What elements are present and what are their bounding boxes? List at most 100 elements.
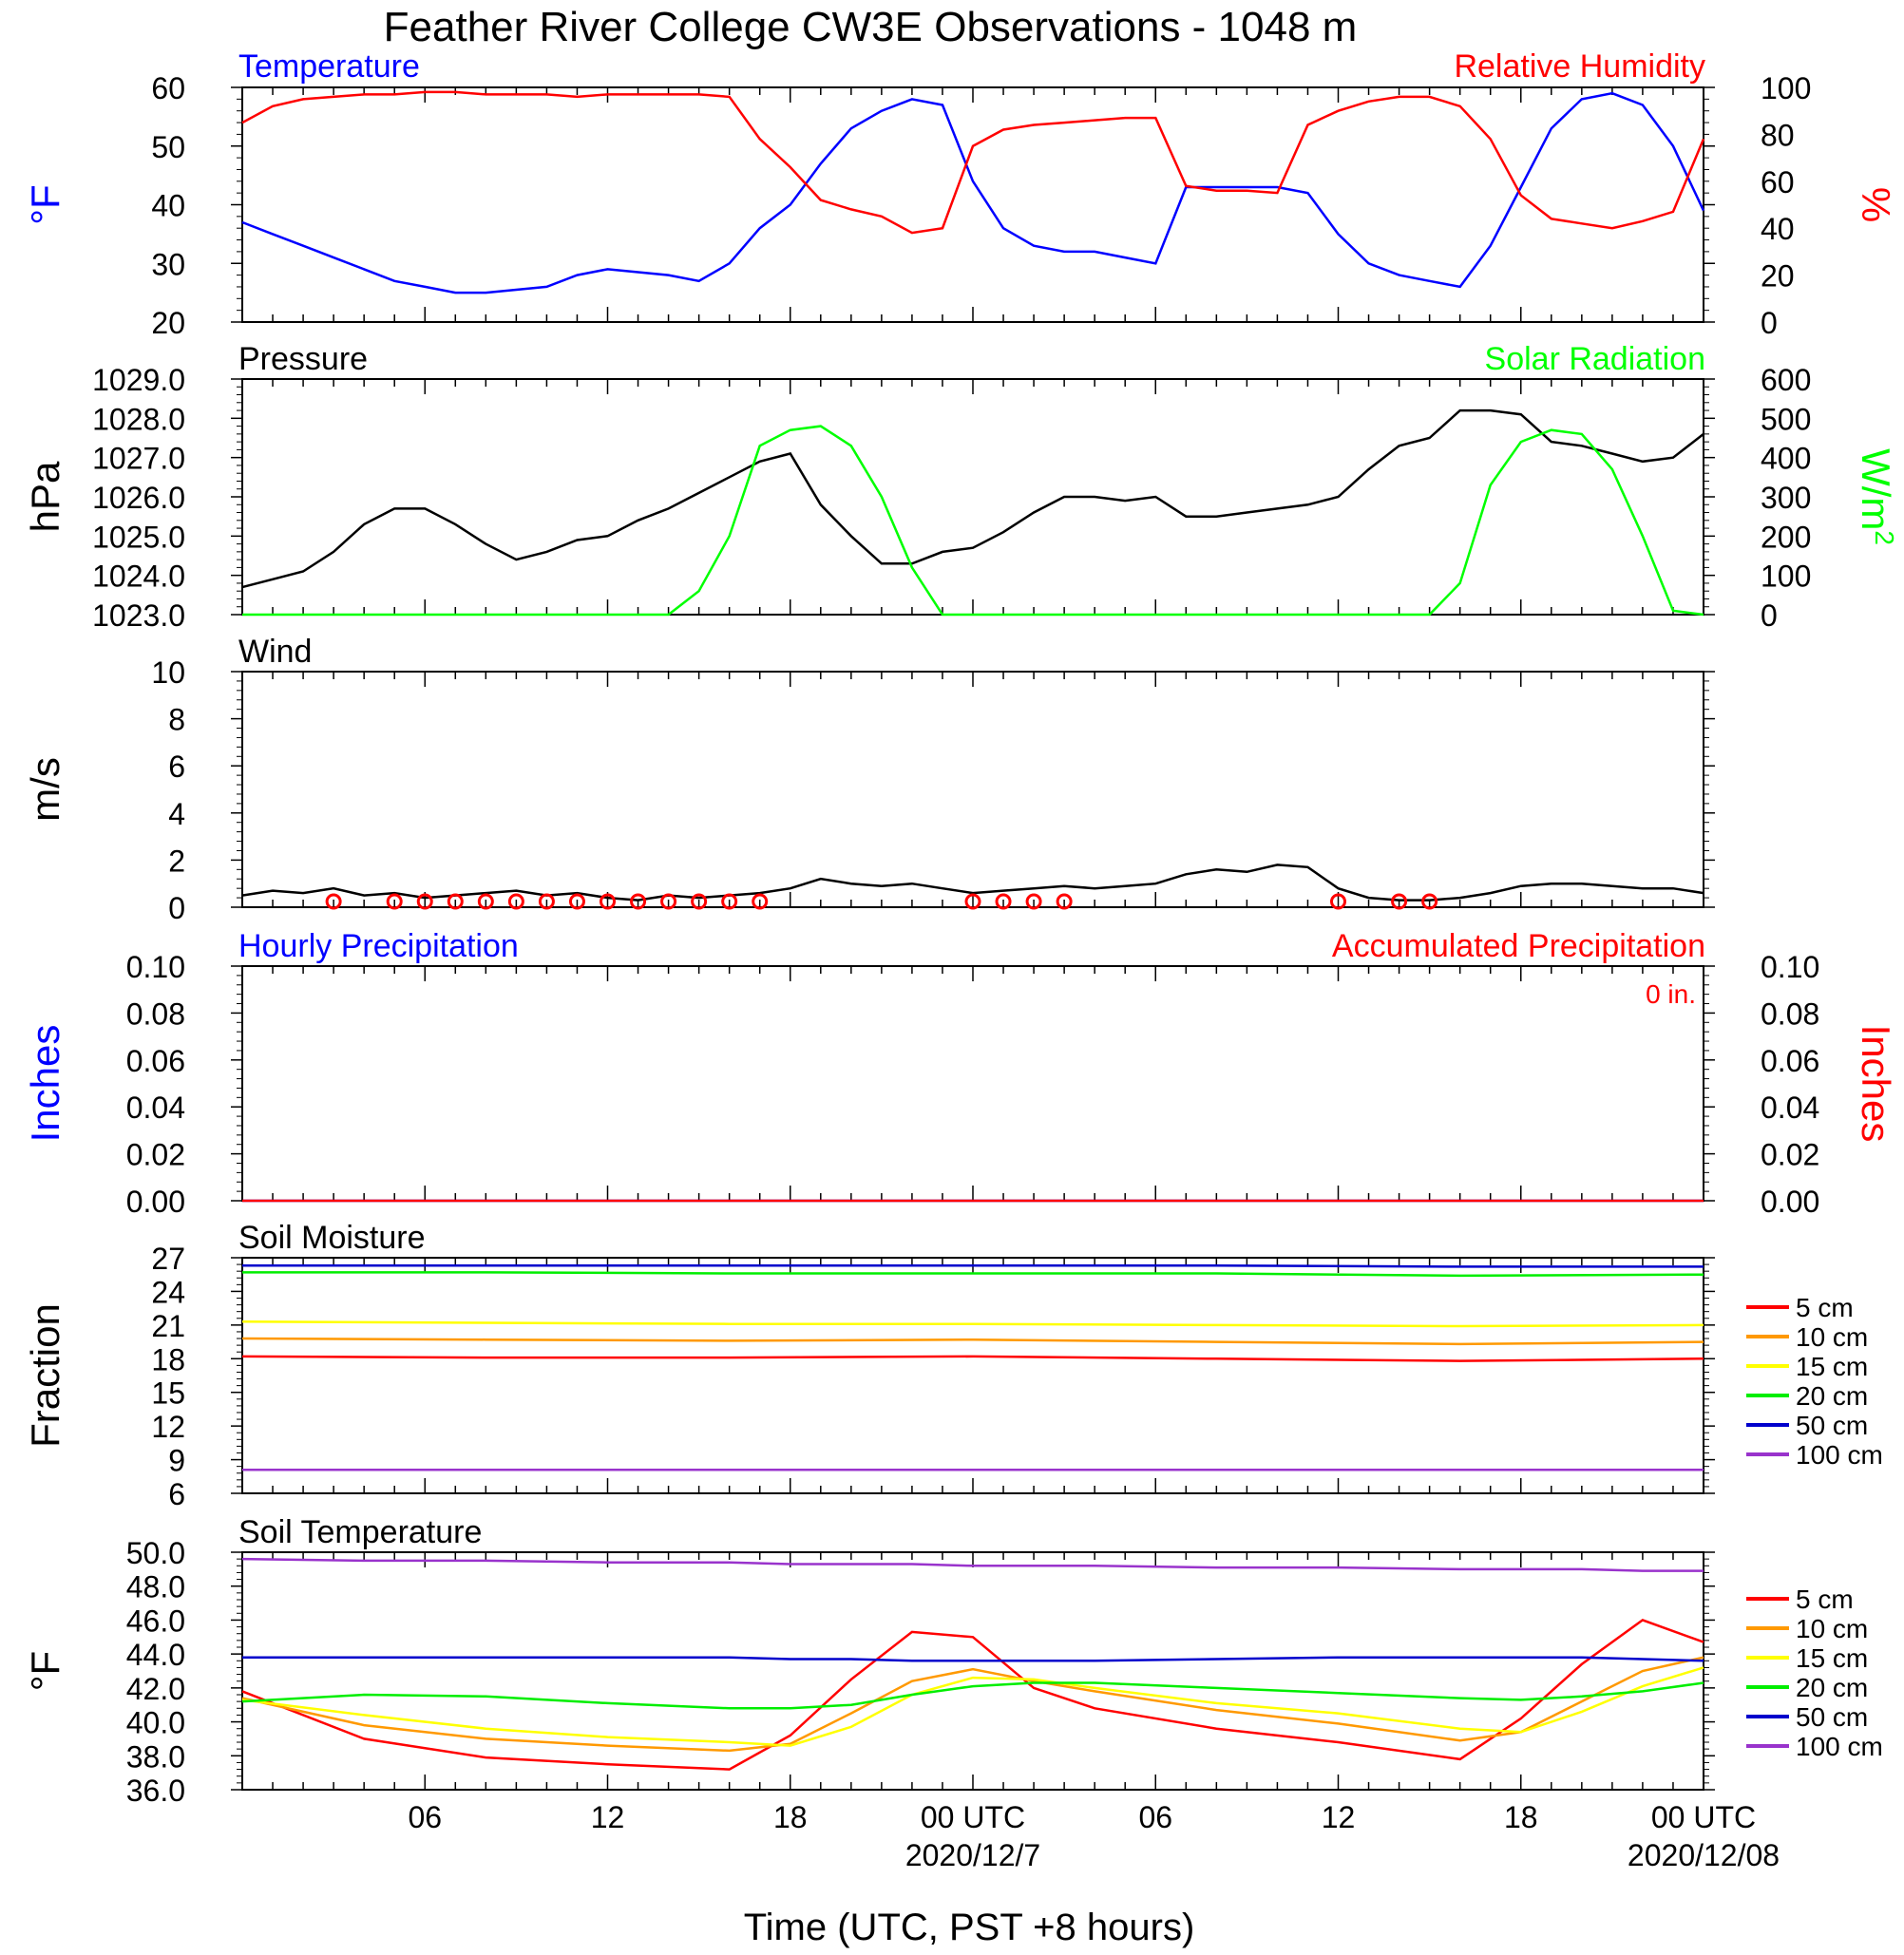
y-tick-label-right: 20: [1761, 259, 1795, 294]
panel-precipitation: 0.10 0.08 0.06 0.04 0.02 0.00 0.10 0.08 0.06 0.04…: [23, 928, 1898, 1219]
y-tick-label-right: 0.06: [1761, 1044, 1819, 1078]
y-tick-label-left: 60: [151, 71, 185, 105]
y-tick-label-left: 0.04: [126, 1091, 185, 1125]
wind-calm-marker: [600, 893, 616, 910]
series-line-50-cm: [242, 1656, 1704, 1662]
y-tick-label-right: 200: [1761, 520, 1811, 554]
y-axis-unit-left: °F: [23, 1651, 67, 1691]
y-axis-unit-left: Fraction: [23, 1303, 67, 1448]
panel-title-right: Accumulated Precipitation: [1332, 928, 1705, 964]
y-tick-label-right: 300: [1761, 481, 1811, 515]
x-tick-label: 12: [1322, 1800, 1356, 1834]
y-tick-label-left: 36.0: [126, 1774, 185, 1808]
y-tick-label-left: 0.02: [126, 1138, 185, 1172]
y-tick-label-left: 27: [151, 1242, 185, 1276]
x-axis-title: Time (UTC, PST +8 hours): [744, 1907, 1195, 1948]
y-tick-label-left: 0.00: [126, 1185, 185, 1219]
y-tick-label-right: 0: [1761, 306, 1778, 340]
x-tick-label: 00 UTC: [921, 1800, 1025, 1834]
y-tick-label-left: 40: [151, 189, 185, 223]
y-tick-label-left: 38.0: [126, 1739, 185, 1774]
wind-calm-marker: [1330, 893, 1346, 910]
y-tick-label-left: 6: [168, 1477, 185, 1511]
y-tick-label-right: 60: [1761, 165, 1795, 199]
y-tick-label-right: 0.08: [1761, 996, 1819, 1031]
series-line-pressure: [241, 408, 1704, 589]
panel-temperature-humidity: 60 50 40 30 20 100 80 60 40 20 0 °F % Temperature Rela…: [23, 48, 1898, 340]
y-tick-label-left: 4: [168, 797, 185, 831]
y-tick-label-left: 40.0: [126, 1706, 185, 1740]
wind-calm-marker: [386, 893, 403, 910]
wind-calm-marker: [721, 893, 738, 910]
series-line-15-cm: [241, 1666, 1704, 1747]
y-tick-label-left: 1023.0: [92, 598, 185, 633]
panel-title-left: Pressure: [238, 341, 368, 377]
y-tick-label-right: 100: [1761, 560, 1811, 594]
y-tick-label-left: 20: [151, 306, 185, 340]
wind-calm-marker: [325, 893, 342, 910]
legend-label: 15 cm: [1796, 1352, 1868, 1381]
y-axis-unit-right: %: [1854, 187, 1898, 222]
series-line-relative-humidity: [241, 90, 1705, 235]
y-tick-label-left: 2: [168, 844, 185, 878]
y-tick-label-left: 30: [151, 247, 185, 281]
chart-title: Feather River College CW3E Observations …: [384, 4, 1358, 50]
wind-calm-marker: [416, 893, 433, 910]
legend-label: 50 cm: [1796, 1411, 1868, 1440]
y-axis-unit-right: Inches: [1854, 1025, 1898, 1143]
y-tick-label-left: 1029.0: [92, 363, 185, 397]
series-line-100-cm: [241, 1557, 1704, 1572]
y-tick-label-left: 50: [151, 130, 185, 164]
legend-label: 20 cm: [1796, 1381, 1868, 1411]
y-tick-label-left: 1024.0: [92, 560, 185, 594]
x-tick-label: 06: [1138, 1800, 1172, 1834]
wind-calm-marker: [630, 893, 647, 910]
legend-label: 10 cm: [1796, 1614, 1868, 1643]
panel-title-left: Soil Temperature: [238, 1514, 482, 1550]
panel-title-right: Solar Radiation: [1485, 341, 1705, 377]
y-tick-label-right: 400: [1761, 442, 1811, 476]
panel-title-left: Wind: [238, 634, 312, 670]
y-tick-label-left: 21: [151, 1309, 185, 1343]
y-tick-label-left: 46.0: [126, 1604, 185, 1638]
y-tick-label-left: 42.0: [126, 1672, 185, 1706]
accumulated-total-label: 0 in.: [1646, 979, 1696, 1009]
y-tick-label-right: 0: [1761, 598, 1778, 633]
wind-calm-marker: [964, 893, 981, 910]
wind-calm-marker: [1025, 893, 1042, 910]
wind-calm-marker: [568, 893, 585, 910]
y-tick-label-left: 1028.0: [92, 402, 185, 436]
wind-calm-marker: [538, 893, 555, 910]
y-axis-unit-left: hPa: [23, 461, 67, 532]
wind-calm-marker: [507, 893, 524, 910]
legend-label: 100 cm: [1796, 1440, 1883, 1470]
x-tick-label: 12: [591, 1800, 625, 1834]
y-tick-label-left: 10: [151, 655, 185, 690]
wind-calm-marker: [995, 893, 1012, 910]
series-line-10-cm: [241, 1337, 1704, 1346]
y-tick-label-left: 0: [168, 891, 185, 925]
y-tick-label-left: 1026.0: [92, 481, 185, 515]
panel-title-left: Temperature: [238, 48, 420, 85]
legend-label: 50 cm: [1796, 1702, 1868, 1732]
y-tick-label-right: 0.10: [1761, 950, 1819, 984]
y-axis-unit-right: W/m2: [1854, 448, 1899, 545]
x-tick-label: 06: [408, 1800, 442, 1834]
y-tick-label-left: 24: [151, 1275, 185, 1309]
series-line-15-cm: [241, 1320, 1704, 1328]
y-tick-label-left: 50.0: [126, 1536, 185, 1570]
wind-calm-marker: [1421, 893, 1438, 910]
series-line-wind-speed: [241, 864, 1704, 902]
y-axis-unit-left: Inches: [23, 1025, 67, 1143]
y-tick-label-left: 12: [151, 1410, 185, 1444]
y-tick-label-left: 18: [151, 1342, 185, 1376]
x-tick-label: 00 UTC: [1651, 1800, 1756, 1834]
y-tick-label-right: 0.04: [1761, 1091, 1819, 1125]
y-tick-label-left: 0.10: [126, 950, 185, 984]
series-line-10-cm: [241, 1656, 1704, 1753]
y-tick-label-right: 0.00: [1761, 1185, 1819, 1219]
y-tick-label-left: 1027.0: [92, 442, 185, 476]
y-tick-label-right: 500: [1761, 402, 1811, 436]
wind-calm-marker: [447, 893, 464, 910]
